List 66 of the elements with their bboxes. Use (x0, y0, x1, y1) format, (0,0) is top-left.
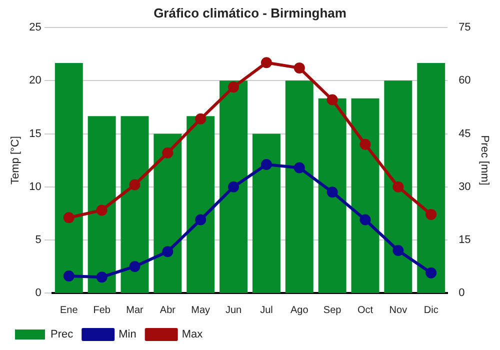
point (294, 62, 305, 74)
bar (384, 80, 412, 293)
point (195, 214, 206, 226)
point (360, 138, 371, 150)
bar (154, 134, 182, 293)
bar (120, 116, 149, 293)
point (63, 270, 74, 282)
point (426, 267, 437, 278)
bar (252, 134, 280, 293)
y-axis-title: Temp [°C] (10, 136, 22, 185)
point (260, 57, 272, 68)
point (228, 82, 240, 93)
x-tick-label: Mar (126, 304, 144, 316)
y2-tick-label: 15 (458, 234, 471, 246)
bar (88, 116, 116, 293)
y-tick-label: 15 (29, 128, 42, 140)
legend-label: Prec (50, 328, 74, 341)
x-tick-label: Nov (389, 304, 408, 316)
y-tick-label: 25 (29, 22, 42, 34)
point (326, 186, 338, 198)
point (326, 94, 338, 106)
point (260, 159, 272, 170)
x-tick-label: Feb (93, 304, 111, 316)
x-tick-label: Jul (260, 304, 273, 316)
point (129, 260, 140, 272)
x-tick-label: Dic (424, 304, 438, 316)
x-tick-label: Ene (60, 304, 78, 316)
y-tick-label: 5 (35, 234, 42, 246)
point (96, 272, 108, 283)
x-tick-label: Ago (290, 304, 309, 316)
legend-label: Min (118, 328, 136, 341)
y2-axis-title: Prec [mm] (478, 135, 490, 186)
point (392, 181, 404, 192)
y2-tick-label: 75 (458, 22, 471, 34)
point (426, 208, 437, 220)
bar (220, 80, 248, 293)
x-tick-label: May (191, 304, 210, 316)
bar (351, 98, 380, 293)
point (294, 162, 305, 174)
x-tick-label: Abr (160, 304, 176, 316)
y2-tick-label: 45 (458, 128, 471, 140)
point (392, 245, 404, 256)
point (63, 212, 74, 224)
point (96, 204, 108, 216)
y-tick-label: 10 (29, 180, 42, 193)
point (162, 147, 174, 158)
chart-title: Gráfico climático - Birmingham (154, 5, 346, 20)
point (162, 246, 174, 258)
bar (285, 80, 314, 293)
bar (186, 116, 215, 293)
x-tick-label: Oct (357, 304, 374, 316)
x-tick-label: Sep (323, 304, 342, 316)
y-tick-label: 0 (35, 287, 42, 300)
legend-label: Max (182, 328, 204, 341)
point (195, 113, 206, 124)
y2-tick-label: 60 (458, 74, 471, 87)
bar (54, 62, 83, 293)
point (228, 181, 240, 192)
bar (417, 62, 446, 293)
y-tick-label: 20 (29, 74, 42, 87)
point (129, 179, 140, 190)
x-tick-label: Jun (225, 304, 242, 316)
bar (318, 98, 346, 293)
y2-tick-label: 30 (458, 180, 471, 193)
point (360, 214, 371, 226)
y2-tick-label: 0 (458, 287, 465, 300)
